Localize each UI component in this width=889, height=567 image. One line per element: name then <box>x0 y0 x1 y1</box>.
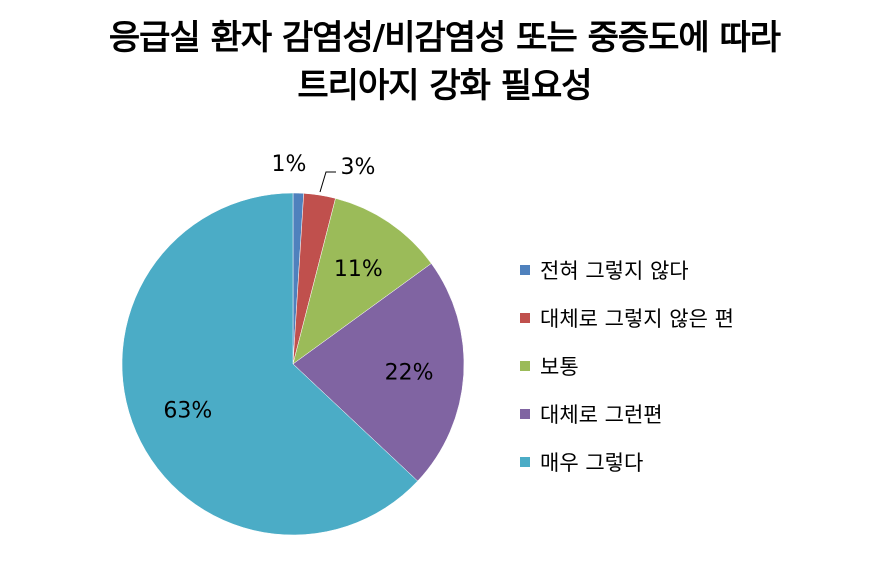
legend-item: 매우 그렇다 <box>520 438 734 486</box>
legend-item: 전혀 그렇지 않다 <box>520 246 734 294</box>
data-label: 1% <box>272 152 307 177</box>
legend-swatch <box>520 361 530 371</box>
legend-label: 보통 <box>540 355 579 379</box>
chart-title: 응급실 환자 감염성/비감염성 또는 중증도에 따라 트리아지 강화 필요성 <box>0 14 889 110</box>
chart-title-line-2: 트리아지 강화 필요성 <box>297 66 592 106</box>
legend-label: 전혀 그렇지 않다 <box>540 259 689 283</box>
legend-label: 매우 그렇다 <box>540 451 644 475</box>
data-label: 22% <box>385 360 434 385</box>
data-label: 63% <box>163 399 212 424</box>
leader-line <box>319 171 336 193</box>
legend-item: 보통 <box>520 342 734 390</box>
legend-swatch <box>520 313 530 323</box>
pie-slice <box>292 263 465 482</box>
legend-item: 대체로 그렇지 않은 편 <box>520 294 734 342</box>
data-label: 3% <box>341 155 376 180</box>
legend-swatch <box>520 409 530 419</box>
legend-swatch <box>520 457 530 467</box>
legend-label: 대체로 그렇지 않은 편 <box>540 307 734 331</box>
data-label: 11% <box>334 257 383 282</box>
chart-legend: 전혀 그렇지 않다 대체로 그렇지 않은 편 보통 대체로 그런편 매우 그렇다 <box>520 246 734 486</box>
legend-label: 대체로 그런편 <box>540 403 663 427</box>
pie-slice <box>292 198 432 365</box>
legend-item: 대체로 그런편 <box>520 390 734 438</box>
pie-slice <box>121 192 419 536</box>
chart-title-line-1: 응급실 환자 감염성/비감염성 또는 중증도에 따라 <box>108 18 781 58</box>
legend-swatch <box>520 265 530 275</box>
